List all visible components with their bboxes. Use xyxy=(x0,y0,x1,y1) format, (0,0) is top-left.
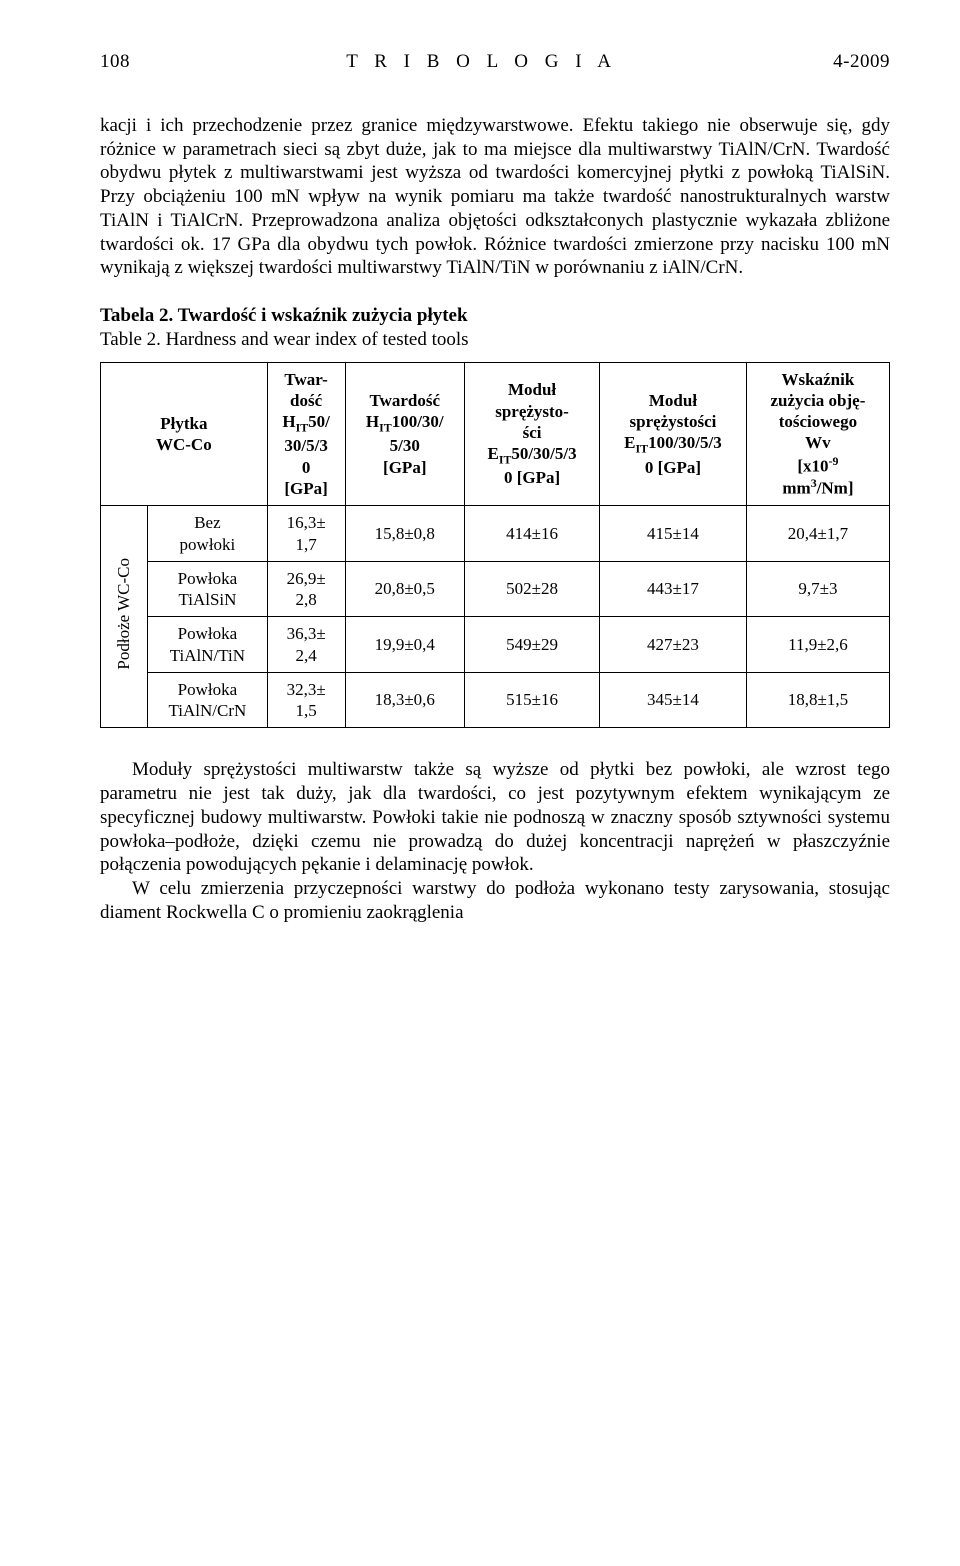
cell: 16,3±1,7 xyxy=(267,506,345,562)
cell: 36,3±2,4 xyxy=(267,617,345,673)
cell: 26,9±2,8 xyxy=(267,561,345,617)
paragraph-1: kacji i ich przechodzenie przez granice … xyxy=(100,114,890,280)
page-number-left: 108 xyxy=(100,50,130,74)
cell: 20,4±1,7 xyxy=(746,506,889,562)
row-label: PowłokaTiAlN/TiN xyxy=(148,617,268,673)
cell: 18,8±1,5 xyxy=(746,672,889,728)
col-e50: Modułsprężysto-ściEIT50/30/5/30 [GPa] xyxy=(465,362,600,506)
cell: 18,3±0,6 xyxy=(345,672,464,728)
paragraph-2b: W celu zmierzenia przyczepności warstwy … xyxy=(100,877,890,925)
col-e100: ModułsprężystościEIT100/30/5/30 [GPa] xyxy=(600,362,747,506)
hardness-table: PłytkaWC-Co Twar-dośćHIT50/30/5/30[GPa] … xyxy=(100,362,890,729)
cell: 427±23 xyxy=(600,617,747,673)
col-plytka: PłytkaWC-Co xyxy=(101,362,268,506)
table-header-row: PłytkaWC-Co Twar-dośćHIT50/30/5/30[GPa] … xyxy=(101,362,890,506)
col-h100: TwardośćHIT100/30/5/30[GPa] xyxy=(345,362,464,506)
row-label: PowłokaTiAlSiN xyxy=(148,561,268,617)
cell: 11,9±2,6 xyxy=(746,617,889,673)
col-wv: Wskaźnikzużycia obję-tościowegoWv[x10-9m… xyxy=(746,362,889,506)
cell: 345±14 xyxy=(600,672,747,728)
cell: 549±29 xyxy=(465,617,600,673)
table-row: Podłoże WC-Co Bezpowłoki 16,3±1,7 15,8±0… xyxy=(101,506,890,562)
table-caption-en: Table 2. Hardness and wear index of test… xyxy=(100,328,890,352)
table-caption: Tabela 2. Twardość i wskaźnik zużycia pł… xyxy=(100,304,890,352)
row-label: Bezpowłoki xyxy=(148,506,268,562)
cell: 502±28 xyxy=(465,561,600,617)
cell: 415±14 xyxy=(600,506,747,562)
table-row: PowłokaTiAlN/TiN 36,3±2,4 19,9±0,4 549±2… xyxy=(101,617,890,673)
cell: 20,8±0,5 xyxy=(345,561,464,617)
cell: 19,9±0,4 xyxy=(345,617,464,673)
cell: 414±16 xyxy=(465,506,600,562)
cell: 9,7±3 xyxy=(746,561,889,617)
table-caption-pl: Tabela 2. Twardość i wskaźnik zużycia pł… xyxy=(100,304,890,328)
cell: 443±17 xyxy=(600,561,747,617)
table-row: PowłokaTiAlSiN 26,9±2,8 20,8±0,5 502±28 … xyxy=(101,561,890,617)
page-header: 108 T R I B O L O G I A 4-2009 xyxy=(100,50,890,74)
row-label: PowłokaTiAlN/CrN xyxy=(148,672,268,728)
cell: 15,8±0,8 xyxy=(345,506,464,562)
cell: 32,3±1,5 xyxy=(267,672,345,728)
paragraph-2: Moduły sprężystości multiwarstw także są… xyxy=(100,758,890,924)
journal-title: T R I B O L O G I A xyxy=(346,50,617,74)
row-group-label: Podłoże WC-Co xyxy=(101,506,148,728)
col-h50: Twar-dośćHIT50/30/5/30[GPa] xyxy=(267,362,345,506)
table-row: PowłokaTiAlN/CrN 32,3±1,5 18,3±0,6 515±1… xyxy=(101,672,890,728)
cell: 515±16 xyxy=(465,672,600,728)
issue-number-right: 4-2009 xyxy=(833,50,890,74)
paragraph-2a: Moduły sprężystości multiwarstw także są… xyxy=(100,758,890,877)
